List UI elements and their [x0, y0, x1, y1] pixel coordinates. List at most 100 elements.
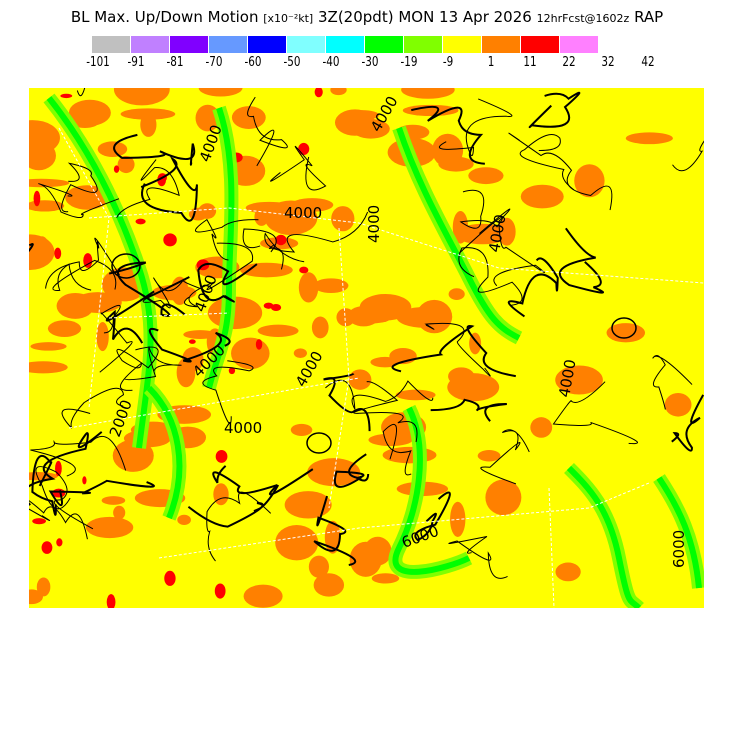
strong-downward-blob [214, 583, 226, 599]
downward-motion-blob [68, 99, 111, 126]
contour-line [652, 354, 693, 410]
downward-motion-blob [182, 347, 204, 372]
strong-downward-blob [275, 234, 287, 246]
state-border [108, 312, 230, 319]
downward-motion-blob [313, 278, 349, 294]
downward-motion-blob [96, 321, 109, 352]
upward-motion-core [656, 476, 702, 589]
valid-time: 3Z(20pdt) MON 13 Apr 2026 [318, 8, 532, 26]
downward-motion-blob [346, 314, 390, 324]
downward-motion-blob [331, 206, 355, 232]
upward-motion-core [146, 385, 183, 520]
contour-line [333, 453, 370, 488]
strong-downward-blob [270, 303, 282, 312]
legend-label: -70 [205, 55, 223, 70]
downward-motion-blob [448, 288, 465, 300]
contour-line [29, 431, 103, 506]
legend-swatch [404, 36, 442, 53]
downward-motion-blob [113, 505, 126, 520]
contour-line [508, 132, 613, 211]
downward-motion-blob [311, 316, 329, 339]
strong-downward-blob [33, 190, 41, 207]
terrain-contours [29, 88, 704, 579]
downward-motion-blob [29, 589, 43, 605]
downward-motion-blob [432, 133, 464, 167]
contour-line [194, 218, 259, 261]
downward-motion-blob [371, 573, 400, 584]
downward-motion-blob [468, 167, 504, 185]
legend-swatch [248, 36, 286, 53]
legend-swatch [560, 36, 598, 53]
contour-ring [611, 317, 637, 339]
downward-motion-blob [290, 423, 313, 436]
contour-line [552, 381, 638, 445]
legend-label: -9 [442, 55, 454, 70]
downward-motion-blob [257, 324, 299, 337]
legend-swatch [92, 36, 130, 53]
contour-line [140, 156, 198, 222]
contour-line [424, 322, 491, 377]
strong-downward-blob [41, 541, 53, 554]
contour-label: 6000 [670, 530, 688, 568]
contour-line [411, 105, 485, 165]
state-border [158, 482, 650, 559]
downward-motion-blob [275, 524, 319, 561]
contour-label: 4000 [284, 204, 322, 222]
contour-line [48, 479, 155, 507]
downward-motion-blob [416, 299, 453, 334]
downward-motion-blob [555, 365, 603, 395]
contour-line [61, 162, 98, 213]
downward-motion-blob [497, 217, 516, 246]
contour-line [353, 381, 418, 443]
contour-line [325, 379, 434, 410]
legend-label: -30 [361, 55, 379, 70]
downward-motion-blob [334, 109, 375, 136]
contour-line [197, 262, 258, 303]
strong-downward-blob [60, 93, 73, 99]
contour-line [38, 183, 120, 219]
downward-motion-blob [231, 337, 270, 370]
strong-downward-blob [83, 253, 93, 268]
contour-line [448, 536, 508, 579]
upward-motion-core [396, 127, 521, 341]
contour-line [52, 259, 117, 291]
downward-motion-blob [264, 200, 318, 236]
downward-motion-blob [401, 88, 455, 99]
strong-downward-blob [314, 88, 323, 98]
downward-motion-blob [363, 536, 392, 566]
downward-motion-blob [555, 562, 581, 582]
downward-motion-blob [47, 320, 82, 337]
legend-swatch [482, 36, 520, 53]
legend-label: -50 [283, 55, 301, 70]
downward-motion-blob [113, 88, 170, 106]
downward-motion-blob [293, 348, 307, 359]
contour-line [187, 484, 280, 528]
contour-line [31, 454, 57, 516]
contour-line [116, 159, 180, 218]
downward-motion-blob [308, 555, 330, 578]
contour-line [99, 305, 133, 373]
contour-line [439, 98, 513, 157]
downward-motion-blob [477, 450, 501, 462]
strong-downward-blob [228, 367, 236, 375]
legend-swatch [287, 36, 325, 53]
legend-swatch [209, 36, 247, 53]
downward-motion-blob [231, 106, 266, 129]
contour-line [45, 237, 120, 289]
legend-label: -60 [244, 55, 262, 70]
units: [x10⁻²kt] [263, 12, 314, 25]
contour-line [29, 500, 88, 540]
downward-motion-blob [29, 178, 70, 188]
downward-motion-blob [447, 373, 500, 402]
contour-line [30, 435, 127, 477]
contour-line [528, 91, 581, 129]
downward-motion-blob [85, 516, 134, 539]
legend-swatch [326, 36, 364, 53]
legend-label: -91 [127, 55, 145, 70]
downward-motion-blob [29, 120, 60, 156]
strong-downward-blob [113, 165, 120, 173]
legend-swatch [521, 36, 559, 53]
color-legend [92, 36, 599, 53]
state-borders [58, 127, 704, 608]
